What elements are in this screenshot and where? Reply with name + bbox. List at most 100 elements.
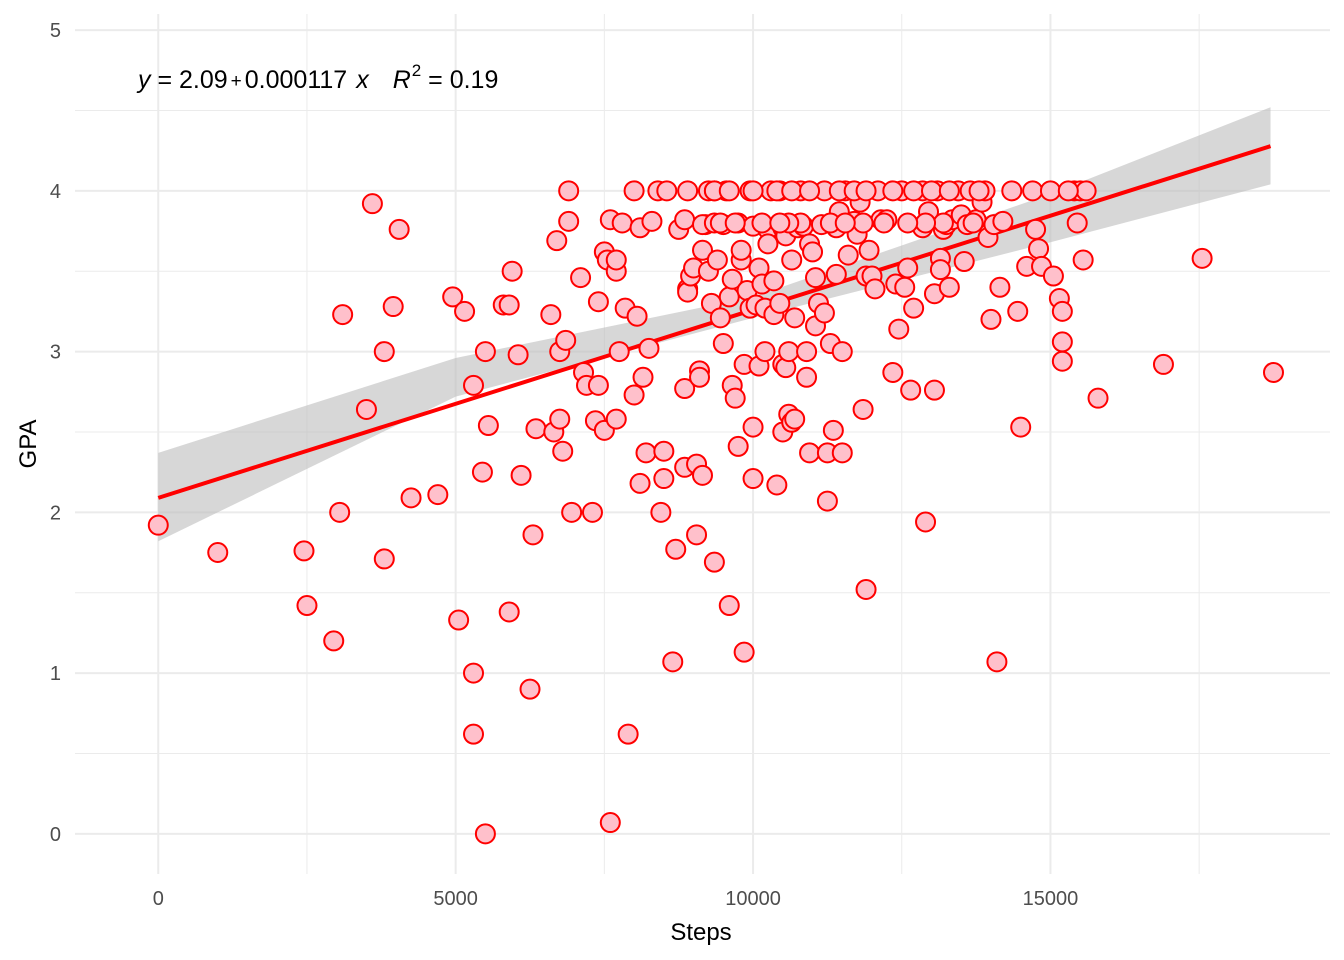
data-point bbox=[1051, 300, 1073, 322]
data-point bbox=[599, 812, 621, 834]
data-point bbox=[626, 305, 648, 327]
x-axis-title: Steps bbox=[670, 919, 731, 946]
data-point bbox=[540, 304, 562, 326]
data-point bbox=[834, 212, 856, 234]
data-point bbox=[1066, 212, 1088, 234]
data-point bbox=[463, 662, 485, 684]
x-tick-label: 5000 bbox=[433, 888, 478, 910]
equation-r-squared-value: = 0.19 bbox=[421, 66, 498, 94]
data-point bbox=[724, 212, 746, 234]
data-point bbox=[638, 337, 660, 359]
data-point bbox=[897, 212, 919, 234]
data-point bbox=[510, 464, 532, 486]
data-point bbox=[1051, 350, 1073, 372]
data-point bbox=[805, 267, 827, 289]
data-point bbox=[552, 440, 574, 462]
data-point bbox=[897, 257, 919, 279]
data-point bbox=[1072, 249, 1094, 271]
data-point bbox=[1028, 238, 1050, 260]
data-point bbox=[587, 374, 609, 396]
data-point bbox=[852, 212, 874, 234]
data-point bbox=[718, 595, 740, 617]
data-point bbox=[498, 601, 520, 623]
data-point bbox=[769, 212, 791, 234]
y-tick-label: 3 bbox=[50, 342, 61, 364]
data-point bbox=[992, 210, 1014, 232]
data-point bbox=[555, 329, 577, 351]
data-point bbox=[742, 468, 764, 490]
x-axis-ticks: 0 5000 10000 15000 bbox=[153, 888, 1079, 910]
data-point bbox=[766, 474, 788, 496]
data-point bbox=[388, 218, 410, 240]
data-point bbox=[831, 341, 853, 363]
data-point bbox=[629, 472, 651, 494]
data-point bbox=[718, 286, 740, 308]
data-point bbox=[1042, 265, 1064, 287]
data-point bbox=[929, 259, 951, 281]
data-point bbox=[1075, 180, 1097, 202]
data-point bbox=[742, 416, 764, 438]
data-point bbox=[858, 239, 880, 261]
data-point bbox=[608, 341, 630, 363]
data-point bbox=[471, 461, 493, 483]
equation-y-var: y bbox=[136, 66, 152, 94]
data-point bbox=[968, 180, 990, 202]
data-point bbox=[903, 180, 925, 202]
data-point bbox=[674, 378, 696, 400]
data-point bbox=[727, 435, 749, 457]
data-point bbox=[781, 180, 803, 202]
data-point bbox=[689, 366, 711, 388]
data-point bbox=[1191, 247, 1213, 269]
data-point bbox=[677, 180, 699, 202]
y-axis-ticks: 0 1 2 3 4 5 bbox=[50, 20, 61, 846]
data-point bbox=[932, 212, 954, 234]
equation-slope: 0.000117 bbox=[245, 66, 347, 94]
data-point bbox=[1007, 300, 1029, 322]
data-point bbox=[296, 595, 318, 617]
data-point bbox=[558, 180, 580, 202]
data-point bbox=[796, 341, 818, 363]
data-point bbox=[706, 249, 728, 271]
data-point bbox=[1022, 180, 1044, 202]
data-point bbox=[686, 524, 708, 546]
data-point bbox=[938, 180, 960, 202]
data-point bbox=[361, 193, 383, 215]
data-point bbox=[1262, 361, 1284, 383]
data-point bbox=[784, 307, 806, 329]
data-points bbox=[147, 180, 1284, 845]
equation-plus: + bbox=[231, 71, 242, 92]
data-point bbox=[561, 501, 583, 523]
data-point bbox=[855, 578, 877, 600]
data-point bbox=[474, 823, 496, 845]
equation-r-var: R bbox=[393, 66, 411, 94]
equation-r-exponent: 2 bbox=[412, 61, 421, 80]
data-point bbox=[558, 210, 580, 232]
data-point bbox=[903, 297, 925, 319]
data-point bbox=[1057, 180, 1079, 202]
data-point bbox=[915, 511, 937, 533]
data-point bbox=[757, 233, 779, 255]
data-point bbox=[463, 723, 485, 745]
data-point bbox=[962, 212, 984, 234]
data-point bbox=[742, 180, 764, 202]
data-point bbox=[477, 415, 499, 437]
data-point bbox=[400, 487, 422, 509]
data-point bbox=[147, 514, 169, 536]
data-point bbox=[632, 366, 654, 388]
data-point bbox=[427, 484, 449, 506]
data-point bbox=[498, 294, 520, 316]
data-point bbox=[355, 398, 377, 420]
data-point bbox=[501, 260, 523, 282]
data-point bbox=[570, 267, 592, 289]
data-point bbox=[1010, 416, 1032, 438]
data-point bbox=[920, 180, 942, 202]
data-point bbox=[692, 239, 713, 261]
data-point bbox=[802, 241, 824, 263]
y-tick-label: 0 bbox=[50, 824, 61, 846]
data-point bbox=[953, 251, 975, 273]
data-point bbox=[1001, 180, 1023, 202]
data-point bbox=[323, 630, 345, 652]
data-point bbox=[1025, 218, 1047, 240]
data-point bbox=[799, 442, 821, 464]
data-point bbox=[724, 387, 746, 409]
